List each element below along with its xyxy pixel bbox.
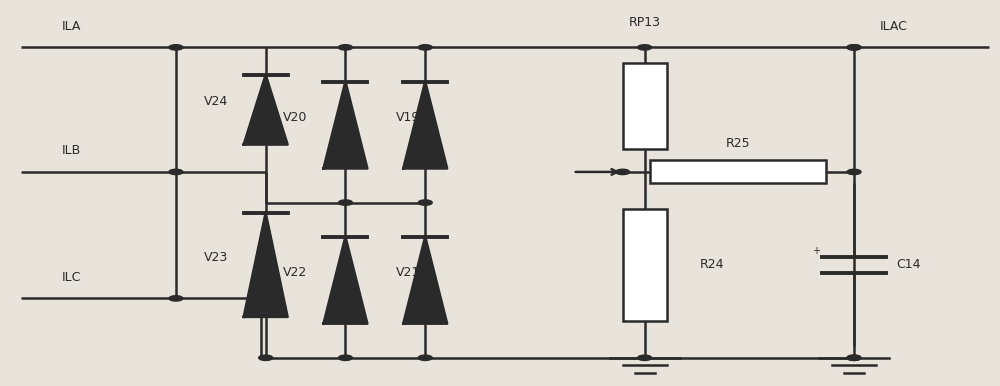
Circle shape [847,355,861,361]
Circle shape [169,296,183,301]
Circle shape [638,355,652,361]
Text: V19: V19 [396,111,420,124]
Circle shape [169,169,183,174]
Text: ILAC: ILAC [880,20,908,33]
Circle shape [418,45,432,50]
Text: ILA: ILA [62,20,81,33]
Polygon shape [323,237,367,323]
Text: V22: V22 [283,266,308,279]
Text: R24: R24 [699,258,724,271]
Bar [650,161,826,183]
Polygon shape [323,81,367,168]
Text: C14: C14 [897,258,921,271]
Circle shape [338,355,352,361]
Bar [623,209,667,321]
Polygon shape [403,81,447,168]
Polygon shape [403,237,447,323]
Text: V21: V21 [396,266,420,279]
Text: V24: V24 [204,95,228,108]
Circle shape [418,355,432,361]
Text: V20: V20 [283,111,308,124]
Circle shape [169,45,183,50]
Polygon shape [244,213,288,317]
Circle shape [638,45,652,50]
Text: ILC: ILC [62,271,81,284]
Text: RP13: RP13 [629,16,661,29]
Text: +: + [812,246,820,256]
Text: V23: V23 [204,251,228,264]
Circle shape [847,355,861,361]
Circle shape [616,169,630,174]
Circle shape [259,355,273,361]
Text: ILB: ILB [62,144,81,157]
Bar [623,63,667,149]
Text: R25: R25 [726,137,751,150]
Polygon shape [244,75,288,144]
Circle shape [338,200,352,205]
Circle shape [338,45,352,50]
Circle shape [847,45,861,50]
Circle shape [847,45,861,50]
Circle shape [847,169,861,174]
Circle shape [418,200,432,205]
